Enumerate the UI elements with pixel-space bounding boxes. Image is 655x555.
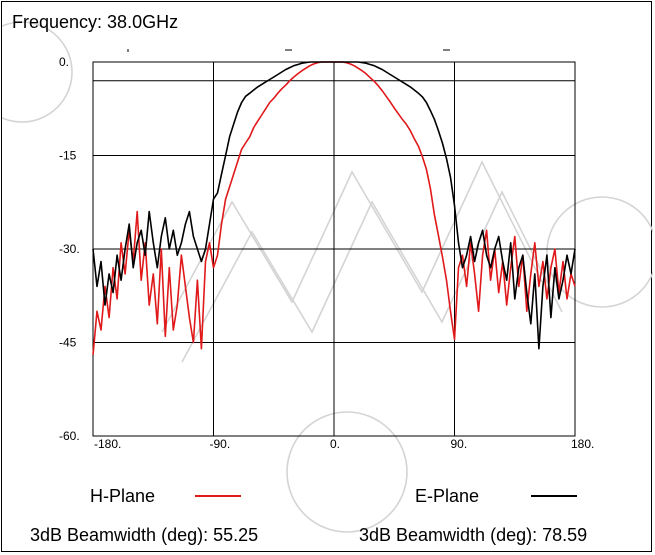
y-tick-labels: 0. -15 -30. -45 -60. (59, 55, 80, 443)
series-line-e-plane (92, 61, 576, 350)
x-tick-label: -90. (210, 437, 231, 451)
x-tick-label: -180. (94, 437, 121, 451)
y-tick-label: 0. (59, 55, 69, 69)
legend-label-e-plane: E-Plane (415, 486, 479, 506)
y-tick-label: -30. (59, 242, 80, 256)
x-tick-labels: -180. -90. 0. 90. 180. (94, 437, 594, 451)
legend-label-h-plane: H-Plane (90, 486, 155, 506)
plot-area (92, 61, 576, 437)
y-tick-label: -60. (59, 429, 80, 443)
y-tick-label: -45 (59, 336, 77, 350)
frequency-label: Frequency: 38.0GHz (12, 12, 178, 32)
x-tick-label: 180. (571, 437, 594, 451)
beamwidth-h-plane: 3dB Beamwidth (deg): 55.25 (30, 525, 258, 545)
grid (93, 62, 575, 436)
beamwidth-e-plane: 3dB Beamwidth (deg): 78.59 (359, 525, 587, 545)
series-group (92, 61, 576, 356)
small-tick-marks (127, 49, 450, 52)
watermark-logo (2, 21, 653, 533)
x-tick-label: 0. (330, 437, 340, 451)
x-tick-label: 90. (451, 437, 468, 451)
y-tick-label: -15 (59, 149, 77, 163)
legend: H-Plane E-Plane (90, 486, 577, 506)
